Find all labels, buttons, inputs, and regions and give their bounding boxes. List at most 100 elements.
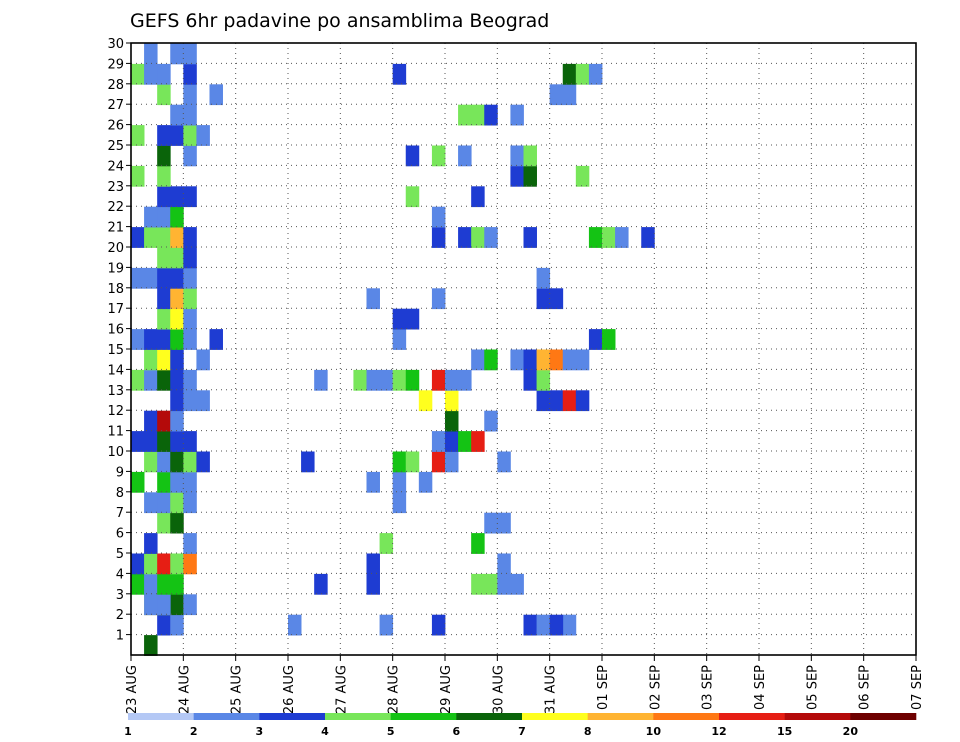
cell-25 — [471, 573, 485, 595]
cell-24 — [314, 573, 328, 595]
cell-81 — [484, 410, 498, 432]
legend-swatch-9 — [719, 713, 785, 720]
grid-layer — [131, 43, 916, 655]
cell-186 — [170, 125, 184, 146]
cell-59 — [170, 451, 184, 473]
y-tick-label: 2 — [116, 608, 124, 623]
y-tick-label: 19 — [107, 261, 124, 276]
cell-202 — [157, 63, 171, 85]
cell-174 — [510, 165, 524, 187]
cell-169 — [183, 186, 197, 208]
cell-155 — [458, 227, 472, 248]
cell-15 — [170, 594, 184, 616]
y-tick-label: 25 — [107, 139, 124, 154]
x-tick-label: 26 AUG — [282, 665, 297, 714]
cell-18 — [157, 594, 171, 616]
x-tick-label: 03 SEP — [701, 665, 716, 710]
cell-69 — [144, 431, 158, 452]
cell-103 — [445, 369, 459, 391]
cell-168 — [170, 186, 184, 208]
y-tick-label: 22 — [107, 200, 124, 215]
cell-162 — [641, 227, 655, 248]
x-tick-label: 31 AUG — [544, 665, 559, 714]
cell-185 — [157, 125, 171, 146]
legend-label: 1 — [124, 725, 132, 738]
cell-196 — [183, 84, 197, 106]
x-tick-label: 28 AUG — [387, 665, 402, 714]
cell-1 — [157, 614, 171, 636]
cell-193 — [484, 104, 498, 126]
legend-swatch-3 — [325, 713, 391, 720]
cell-198 — [549, 84, 564, 106]
cell-30 — [131, 553, 145, 575]
cell-57 — [144, 451, 158, 473]
cell-182 — [510, 145, 524, 167]
cell-101 — [405, 369, 420, 391]
x-tick-label: 01 SEP — [596, 665, 611, 710]
cell-178 — [183, 145, 197, 167]
cell-52 — [170, 471, 184, 493]
cell-41 — [157, 512, 171, 534]
cell-107 — [144, 349, 158, 371]
cell-138 — [536, 288, 551, 310]
cell-89 — [562, 390, 577, 412]
y-tick-label: 15 — [107, 343, 124, 358]
cell-39 — [183, 533, 197, 554]
cell-144 — [183, 267, 197, 289]
cell-146 — [157, 247, 171, 269]
legend-label: 3 — [256, 725, 264, 738]
cell-197 — [209, 84, 223, 106]
cell-29 — [510, 573, 524, 595]
cell-17 — [144, 594, 158, 616]
cell-68 — [131, 431, 145, 452]
cell-3 — [288, 614, 302, 636]
cell-208 — [144, 43, 158, 65]
cell-63 — [392, 451, 407, 473]
cell-32 — [157, 553, 171, 575]
x-tick-labels: 23 AUG 24 AUG 25 AUG 26 AUG 27 AUG 28 AUG 29 A… — [125, 655, 925, 714]
cell-124 — [209, 329, 223, 350]
cell-139 — [549, 288, 564, 310]
y-tick-label: 8 — [116, 486, 124, 501]
cell-60 — [183, 451, 197, 473]
y-tick-label: 11 — [107, 425, 124, 440]
cell-95 — [183, 369, 197, 391]
cell-189 — [170, 104, 184, 126]
cell-184 — [131, 125, 145, 146]
x-tick-label: 24 AUG — [177, 665, 192, 714]
cell-104 — [458, 369, 472, 391]
cell-91 — [131, 369, 145, 391]
legend-swatch-1 — [193, 713, 260, 720]
cell-84 — [196, 390, 210, 412]
y-tick-label: 1 — [116, 629, 124, 644]
cell-65 — [431, 451, 446, 473]
cell-160 — [602, 227, 616, 248]
cell-28 — [366, 573, 380, 595]
cell-157 — [484, 227, 498, 248]
legend-swatch-2 — [259, 713, 326, 720]
cell-163 — [144, 206, 158, 228]
cell-35 — [183, 553, 197, 575]
cell-173 — [157, 165, 171, 187]
y-tick-label: 14 — [107, 363, 124, 378]
legend-swatch-5 — [456, 713, 523, 720]
cell-172 — [131, 165, 145, 187]
y-tick-label: 27 — [107, 98, 124, 113]
cell-77 — [144, 410, 158, 432]
cell-99 — [379, 369, 394, 391]
y-tick-label: 13 — [107, 384, 124, 399]
cell-61 — [196, 451, 210, 473]
y-tick-label: 4 — [116, 567, 124, 582]
cell-148 — [183, 247, 197, 269]
cell-134 — [170, 288, 184, 310]
legend-swatch-8 — [653, 713, 720, 720]
cell-74 — [445, 431, 459, 452]
cell-153 — [183, 227, 197, 248]
y-tick-label: 30 — [107, 37, 124, 52]
cell-105 — [523, 369, 537, 391]
cell-27 — [497, 573, 511, 595]
y-tick-label: 3 — [116, 588, 124, 603]
y-tick-label: 26 — [107, 119, 124, 134]
legend-swatch-11 — [850, 713, 917, 720]
